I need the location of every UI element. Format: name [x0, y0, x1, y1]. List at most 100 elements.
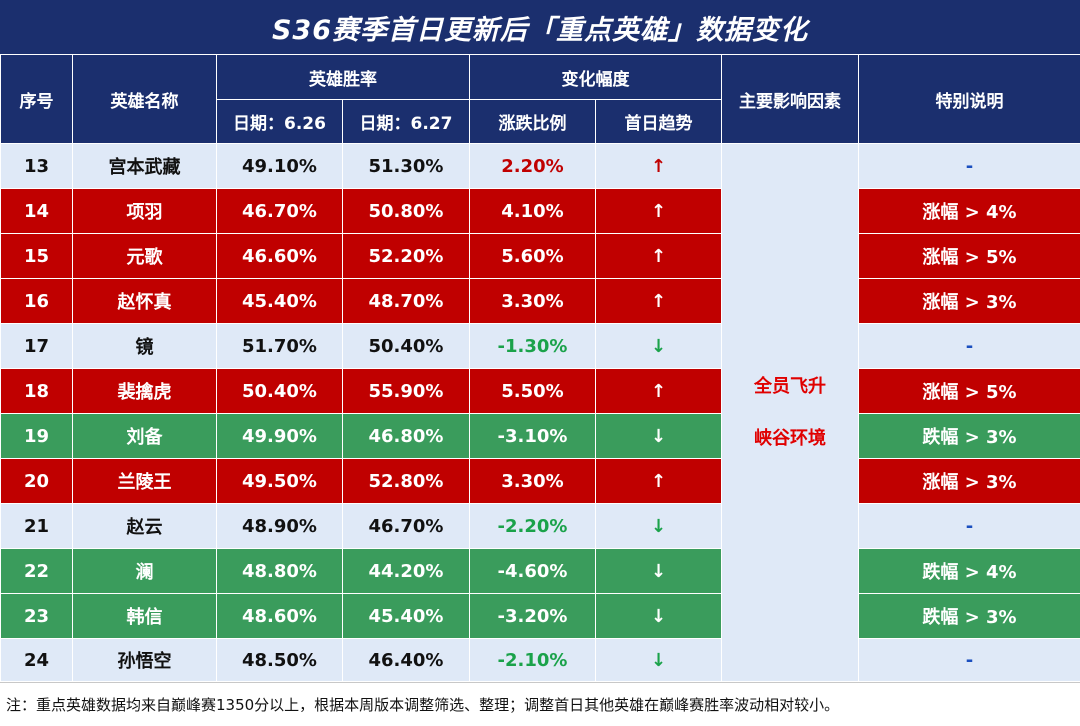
- header-date2: 日期：6.27: [342, 99, 470, 144]
- cell-hero-name: 刘备: [72, 413, 217, 459]
- header-trend: 首日趋势: [595, 99, 722, 144]
- trend-arrow-icon: ↑: [595, 233, 722, 279]
- cell-date1: 49.10%: [216, 143, 343, 189]
- cell-index: 19: [0, 413, 73, 459]
- trend-arrow-icon: ↑: [595, 458, 722, 504]
- table-row: 15 元歌 46.60% 52.20% 5.60% ↑ 涨幅 > 5%: [0, 233, 1080, 279]
- cell-hero-name: 孙悟空: [72, 638, 217, 682]
- cell-date2: 44.20%: [342, 548, 470, 594]
- cell-date2: 51.30%: [342, 143, 470, 189]
- cell-note: 跌幅 > 3%: [858, 593, 1080, 639]
- cell-date2: 46.80%: [342, 413, 470, 459]
- header-name: 英雄名称: [72, 54, 217, 144]
- cell-hero-name: 兰陵王: [72, 458, 217, 504]
- header-index: 序号: [0, 54, 73, 144]
- cell-ratio: -2.20%: [469, 503, 596, 549]
- table-row: 17 镜 51.70% 50.40% -1.30% ↓ -: [0, 323, 1080, 369]
- cell-date1: 51.70%: [216, 323, 343, 369]
- factor-line2: 峡谷环境: [754, 427, 826, 449]
- cell-index: 14: [0, 188, 73, 234]
- cell-hero-name: 韩信: [72, 593, 217, 639]
- header-win-rate: 英雄胜率: [216, 54, 470, 100]
- cell-note: -: [858, 143, 1080, 189]
- cell-note: 涨幅 > 5%: [858, 368, 1080, 414]
- table-row: 23 韩信 48.60% 45.40% -3.20% ↓ 跌幅 > 3%: [0, 593, 1080, 639]
- cell-ratio: -3.20%: [469, 593, 596, 639]
- cell-date2: 46.40%: [342, 638, 470, 682]
- cell-note: -: [858, 503, 1080, 549]
- cell-index: 21: [0, 503, 73, 549]
- cell-index: 17: [0, 323, 73, 369]
- trend-arrow-icon: ↑: [595, 368, 722, 414]
- cell-note: 跌幅 > 3%: [858, 413, 1080, 459]
- cell-ratio: 3.30%: [469, 458, 596, 504]
- cell-note: 涨幅 > 3%: [858, 458, 1080, 504]
- trend-arrow-icon: ↑: [595, 143, 722, 189]
- cell-index: 24: [0, 638, 73, 682]
- cell-ratio: -3.10%: [469, 413, 596, 459]
- cell-ratio: 5.60%: [469, 233, 596, 279]
- cell-ratio: -1.30%: [469, 323, 596, 369]
- cell-date2: 48.70%: [342, 278, 470, 324]
- trend-arrow-icon: ↑: [595, 278, 722, 324]
- cell-date1: 46.60%: [216, 233, 343, 279]
- table-row: 19 刘备 49.90% 46.80% -3.10% ↓ 跌幅 > 3%: [0, 413, 1080, 459]
- cell-date2: 55.90%: [342, 368, 470, 414]
- cell-index: 13: [0, 143, 73, 189]
- cell-hero-name: 项羽: [72, 188, 217, 234]
- cell-note: -: [858, 323, 1080, 369]
- cell-index: 22: [0, 548, 73, 594]
- cell-date1: 50.40%: [216, 368, 343, 414]
- cell-ratio: 2.20%: [469, 143, 596, 189]
- cell-date2: 50.40%: [342, 323, 470, 369]
- cell-index: 18: [0, 368, 73, 414]
- header-factor: 主要影响因素: [721, 54, 859, 144]
- table-row: 24 孙悟空 48.50% 46.40% -2.10% ↓ -: [0, 638, 1080, 682]
- cell-date2: 45.40%: [342, 593, 470, 639]
- cell-note: 涨幅 > 5%: [858, 233, 1080, 279]
- cell-date2: 46.70%: [342, 503, 470, 549]
- table-body: 13 宫本武藏 49.10% 51.30% 2.20% ↑ 全员飞升 峡谷环境 …: [0, 143, 1080, 682]
- trend-arrow-icon: ↑: [595, 188, 722, 234]
- cell-hero-name: 裴擒虎: [72, 368, 217, 414]
- trend-arrow-icon: ↓: [595, 503, 722, 549]
- table-row: 22 澜 48.80% 44.20% -4.60% ↓ 跌幅 > 4%: [0, 548, 1080, 594]
- cell-ratio: 5.50%: [469, 368, 596, 414]
- cell-index: 16: [0, 278, 73, 324]
- header-date1: 日期：6.26: [216, 99, 343, 144]
- table-row: 13 宫本武藏 49.10% 51.30% 2.20% ↑ 全员飞升 峡谷环境 …: [0, 143, 1080, 682]
- cell-hero-name: 赵云: [72, 503, 217, 549]
- cell-index: 23: [0, 593, 73, 639]
- cell-date2: 52.80%: [342, 458, 470, 504]
- cell-ratio: -2.10%: [469, 638, 596, 682]
- cell-hero-name: 赵怀真: [72, 278, 217, 324]
- trend-arrow-icon: ↓: [595, 413, 722, 459]
- cell-date1: 48.90%: [216, 503, 343, 549]
- cell-note: 涨幅 > 4%: [858, 188, 1080, 234]
- cell-ratio: 3.30%: [469, 278, 596, 324]
- cell-note: 跌幅 > 4%: [858, 548, 1080, 594]
- cell-index: 15: [0, 233, 73, 279]
- factor-line1: 全员飞升: [754, 375, 826, 397]
- table-row: 20 兰陵王 49.50% 52.80% 3.30% ↑ 涨幅 > 3%: [0, 458, 1080, 504]
- table-row: 18 裴擒虎 50.40% 55.90% 5.50% ↑ 涨幅 > 5%: [0, 368, 1080, 414]
- footnote: 注：重点英雄数据均来自巅峰赛1350分以上，根据本周版本调整筛选、整理；调整首日…: [0, 682, 1080, 726]
- cell-note: 涨幅 > 3%: [858, 278, 1080, 324]
- trend-arrow-icon: ↓: [595, 638, 722, 682]
- trend-arrow-icon: ↓: [595, 548, 722, 594]
- cell-date1: 49.90%: [216, 413, 343, 459]
- cell-date1: 48.80%: [216, 548, 343, 594]
- cell-date2: 50.80%: [342, 188, 470, 234]
- cell-ratio: -4.60%: [469, 548, 596, 594]
- cell-date1: 49.50%: [216, 458, 343, 504]
- header-ratio: 涨跌比例: [469, 99, 596, 144]
- cell-hero-name: 澜: [72, 548, 217, 594]
- cell-date1: 45.40%: [216, 278, 343, 324]
- hero-data-table: 序号 英雄名称 英雄胜率 变化幅度 主要影响因素 特别说明 日期：6.26 日期…: [0, 54, 1080, 682]
- cell-hero-name: 宫本武藏: [72, 143, 217, 189]
- trend-arrow-icon: ↓: [595, 323, 722, 369]
- cell-hero-name: 元歌: [72, 233, 217, 279]
- cell-date1: 48.60%: [216, 593, 343, 639]
- factor-cell: 全员飞升 峡谷环境: [721, 143, 859, 682]
